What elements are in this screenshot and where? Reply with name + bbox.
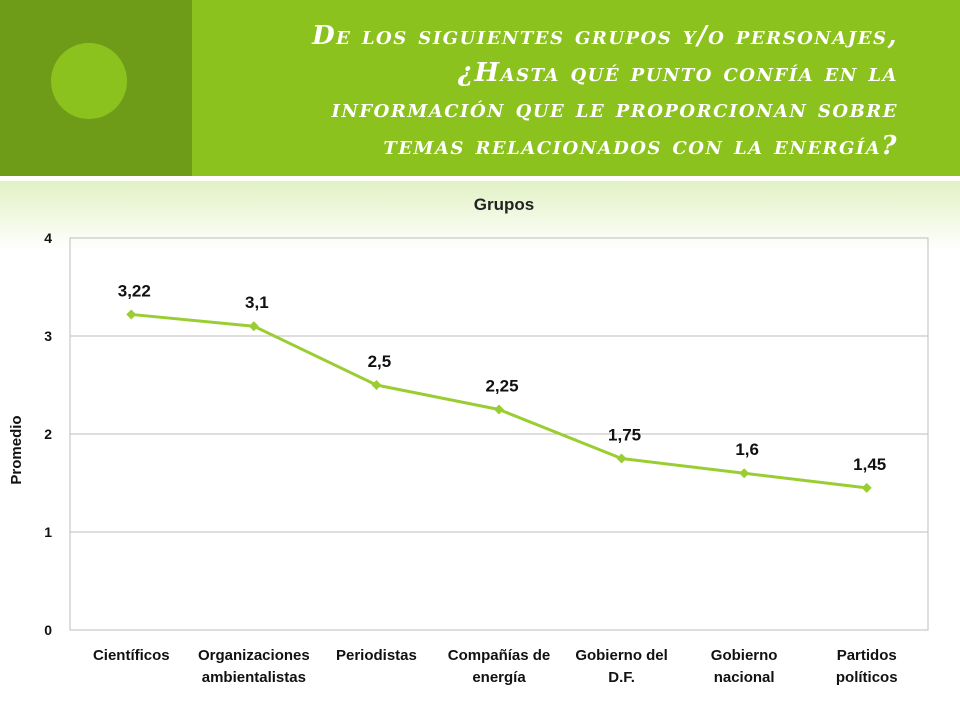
y-tick-label: 3 xyxy=(44,328,52,344)
x-tick-label-line: Gobierno del xyxy=(575,647,668,664)
data-label: 2,25 xyxy=(485,377,518,396)
header-divider xyxy=(0,176,960,181)
x-tick-label-line: políticos xyxy=(836,669,898,686)
y-tick-label: 0 xyxy=(44,622,52,638)
data-label: 1,75 xyxy=(608,426,641,445)
y-tick-label: 2 xyxy=(44,426,52,442)
data-point xyxy=(248,321,259,332)
series-line xyxy=(131,312,867,490)
data-point xyxy=(371,380,382,390)
x-tick-label-line: ambientalistas xyxy=(202,669,306,686)
x-tick-label: Científicos xyxy=(93,647,170,664)
y-tick-label: 1 xyxy=(44,524,52,540)
slide-title: De los siguientes grupos y/o personajes,… xyxy=(258,18,898,164)
x-tick-label-line: Periodistas xyxy=(336,647,417,664)
slide-title-line: De los siguientes grupos y/o personajes, xyxy=(312,21,898,51)
y-tick-label: 4 xyxy=(44,230,52,246)
data-point xyxy=(739,468,750,479)
data-point xyxy=(126,309,137,320)
data-point xyxy=(861,482,872,493)
x-tick-label-line: Organizaciones xyxy=(198,647,310,664)
slide-title-line: temas relacionados con la energía? xyxy=(383,130,898,161)
decorative-circle xyxy=(51,43,127,119)
data-label: 1,6 xyxy=(735,440,759,459)
x-tick-label: Organizaciones ambientalistas xyxy=(198,647,310,686)
data-label: 2,5 xyxy=(368,352,392,371)
x-tick-label-line: Gobierno xyxy=(711,647,778,664)
data-point xyxy=(494,404,504,415)
x-tick-label-line: Partidos xyxy=(837,647,897,664)
x-tick-label: Gobierno del D.F. xyxy=(575,647,668,686)
slide-title-line: ¿Hasta qué punto confía en la xyxy=(457,57,898,88)
x-tick-label: Gobierno nacional xyxy=(711,647,778,686)
y-axis-label: Promedio xyxy=(8,415,25,484)
chart-title: Grupos xyxy=(474,195,534,214)
data-label: 3,22 xyxy=(118,281,151,300)
slide-title-line: información que le proporcionan sobre xyxy=(331,94,898,124)
x-tick-label-line: D.F. xyxy=(608,669,635,686)
header-gradient xyxy=(0,181,960,251)
data-point xyxy=(616,453,627,464)
x-tick-label-line: nacional xyxy=(714,669,775,686)
x-tick-label: Periodistas xyxy=(336,647,417,664)
x-tick-label: Compañías de energía xyxy=(448,647,551,686)
slide-header: De los siguientes grupos y/o personajes,… xyxy=(0,0,960,176)
x-tick-label-line: Científicos xyxy=(93,647,170,664)
data-label: 1,45 xyxy=(853,455,886,474)
x-tick-label: Partidos políticos xyxy=(836,647,898,686)
header-accent-block xyxy=(0,0,192,176)
x-tick-label-line: energía xyxy=(472,669,526,686)
x-tick-label-line: Compañías de xyxy=(448,647,551,664)
data-label: 3,1 xyxy=(245,293,269,312)
